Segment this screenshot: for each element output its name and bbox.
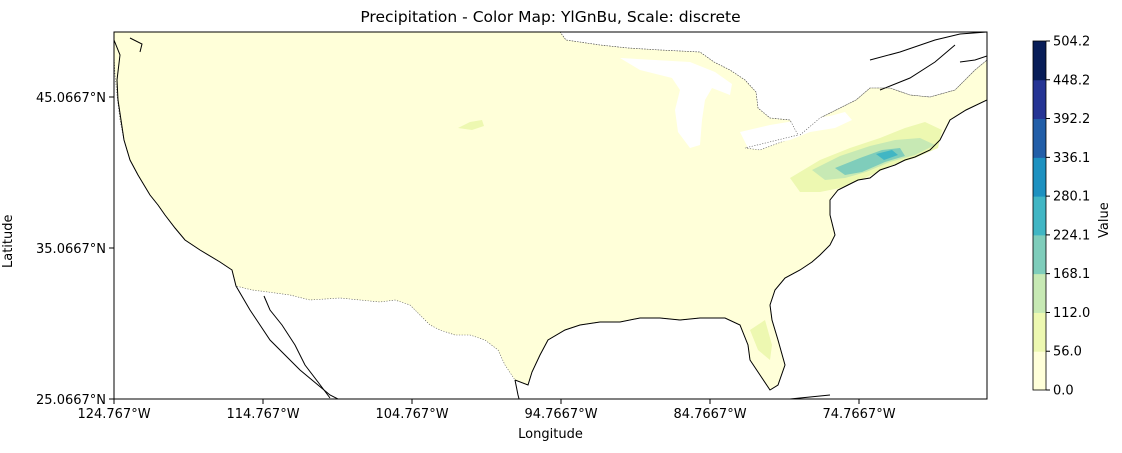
colorbar-tick-label: 336.1: [1053, 151, 1090, 166]
colorbar-tick-label: 224.1: [1053, 228, 1090, 243]
x-tick-label: 114.767°W: [226, 407, 299, 422]
x-tick-label: 84.7667°W: [673, 407, 746, 422]
colorbar-tick-label: 448.2: [1053, 73, 1090, 88]
x-axis-label: Longitude: [518, 427, 583, 442]
precip-band-gulf: [750, 320, 772, 360]
x-tick-label: 74.7667°W: [822, 407, 895, 422]
colorbar-tick-label: 392.2: [1053, 112, 1090, 127]
colorbar-segment: [1033, 79, 1046, 120]
colorbar-segment: [1033, 273, 1046, 313]
colorbar-segment: [1033, 41, 1046, 81]
plot-frame: [113, 31, 988, 400]
colorbar-tick-label: 504.2: [1053, 35, 1090, 50]
colorbar-frame: [1032, 40, 1047, 391]
x-axis: 124.767°W 114.767°W 104.767°W 94.7667°W …: [77, 399, 896, 422]
colorbar-tick-label: 56.0: [1053, 345, 1082, 360]
colorbar-tick-label: 168.1: [1053, 267, 1090, 282]
great-lakes: [620, 58, 732, 148]
lake-erie-ontario: [740, 112, 852, 148]
colorbar-segment: [1033, 312, 1046, 352]
colorbar-segment: [1033, 234, 1046, 275]
borders: [559, 32, 987, 149]
x-tick-label: 104.767°W: [375, 407, 448, 422]
colorbar-tick-label: 280.1: [1053, 190, 1090, 205]
precip-band-5: [876, 150, 898, 160]
x-tick-label: 124.767°W: [77, 407, 150, 422]
conus-fill: [114, 32, 987, 391]
colorbar-tick-label: 112.0: [1053, 306, 1090, 321]
coastlines: [114, 32, 987, 399]
y-tick-label: 25.0667°N: [36, 393, 106, 408]
chart-title: Precipitation - Color Map: YlGnBu, Scale…: [360, 8, 741, 26]
map-layer: [114, 32, 987, 399]
colorbar-segment: [1033, 157, 1046, 197]
y-tick-label: 45.0667°N: [36, 91, 106, 106]
y-axis: 25.0667°N 35.0667°N 45.0667°N: [36, 91, 114, 408]
colorbar-segment: [1033, 118, 1046, 158]
colorbar-segment: [1033, 351, 1046, 391]
y-tick-label: 35.0667°N: [36, 242, 106, 257]
colorbar-segment: [1033, 196, 1046, 236]
colorbar-tick-label: 0.0: [1053, 384, 1074, 399]
precip-band-small: [458, 120, 484, 130]
colorbar: 0.0 56.0 112.0 168.1 224.1 280.1 336.1 392.2 448…: [1032, 35, 1090, 399]
x-tick-label: 94.7667°W: [524, 407, 597, 422]
